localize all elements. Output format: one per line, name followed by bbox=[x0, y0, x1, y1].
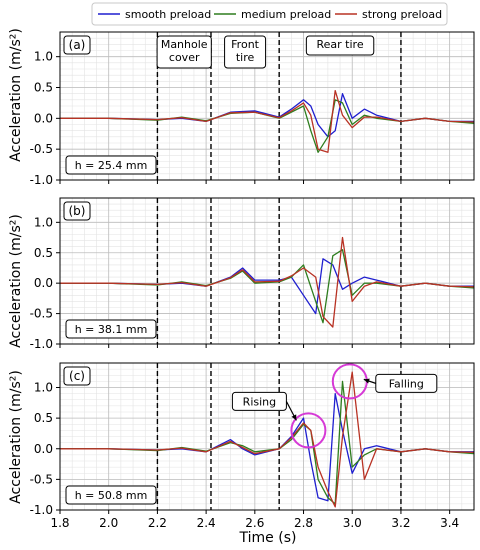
x-tick-label: 2.6 bbox=[245, 516, 264, 530]
x-tick-label: 2.4 bbox=[197, 516, 216, 530]
axes-frame bbox=[59, 31, 475, 181]
y-tick-label: 0.0 bbox=[34, 276, 53, 290]
region-label: Rear tire bbox=[317, 38, 364, 51]
region-label-box bbox=[156, 35, 212, 69]
x-axis-label: Time (s) bbox=[239, 530, 297, 546]
panels: -1.0 -0.5 0.0 0.5 1.0 (a) h = 25.4 mm Manholeco… bbox=[30, 31, 475, 530]
y-tick-label: -1.0 bbox=[30, 503, 53, 517]
y-tick-label: -1.0 bbox=[30, 173, 53, 187]
y-tick-label: -1.0 bbox=[30, 337, 53, 351]
y-tick-label: -0.5 bbox=[30, 307, 53, 321]
y-tick-label: -0.5 bbox=[30, 142, 53, 156]
region-label: Manhole bbox=[161, 38, 208, 51]
region-label: cover bbox=[169, 51, 200, 64]
panel: -1.0 -0.5 0.0 0.5 1.0 1.8 2.0 2.2 2.4 2.6 2.8 3.0 3.… bbox=[30, 362, 475, 530]
panel-label-box bbox=[63, 366, 91, 386]
y-tick-label: 0.5 bbox=[34, 411, 53, 425]
y-tick-label: 0.0 bbox=[34, 442, 53, 456]
y-axis-label: Acceleration (m/s²) bbox=[8, 214, 24, 348]
height-note: h = 38.1 mm bbox=[75, 323, 148, 336]
y-tick-label: 0.5 bbox=[34, 81, 53, 95]
height-note-box bbox=[65, 155, 157, 175]
y-tick-label: 1.0 bbox=[34, 381, 53, 395]
legend-entry: smooth preload bbox=[125, 8, 211, 21]
x-tick-label: 2.8 bbox=[294, 516, 313, 530]
height-note-box bbox=[65, 485, 157, 505]
region-label-box bbox=[305, 35, 375, 56]
y-tick-label: -0.5 bbox=[30, 472, 53, 486]
annotation-label: Falling bbox=[389, 377, 424, 390]
region-label: Front bbox=[231, 38, 260, 51]
panel-label-box bbox=[63, 35, 91, 55]
x-tick-label: 2.0 bbox=[99, 516, 118, 530]
y-axis-label: Acceleration (m/s²) bbox=[8, 28, 24, 162]
series-line bbox=[60, 236, 475, 328]
y-tick-label: 1.0 bbox=[34, 215, 53, 229]
panel: -1.0 -0.5 0.0 0.5 1.0 (a) h = 25.4 mm Manholeco… bbox=[30, 31, 475, 187]
highlight-circle bbox=[290, 412, 327, 449]
height-note: h = 25.4 mm bbox=[75, 159, 148, 172]
region-label-box bbox=[224, 35, 267, 69]
legend: smooth preload medium preload strong prelo… bbox=[91, 2, 448, 26]
annotation-arrowhead bbox=[291, 414, 297, 421]
x-tick-label: 3.4 bbox=[440, 516, 459, 530]
x-tick-label: 3.0 bbox=[343, 516, 362, 530]
x-tick-label: 1.8 bbox=[50, 516, 69, 530]
annotation-arrowhead bbox=[363, 378, 370, 384]
panel-label: (a) bbox=[69, 38, 86, 52]
legend-entry: medium preload bbox=[241, 8, 331, 21]
panel-label: (b) bbox=[69, 204, 86, 218]
y-tick-label: 0.0 bbox=[34, 111, 53, 125]
y-tick-label: 0.5 bbox=[34, 246, 53, 260]
legend-box bbox=[91, 2, 448, 26]
height-note: h = 50.8 mm bbox=[75, 489, 148, 502]
height-note-box bbox=[65, 319, 157, 339]
panel: -1.0 -0.5 0.0 0.5 1.0 (b) h = 38.1 mm bbox=[30, 197, 475, 351]
x-tick-label: 3.2 bbox=[391, 516, 410, 530]
panel-label: (c) bbox=[69, 369, 85, 383]
y-tick-label: 1.0 bbox=[34, 50, 53, 64]
axes-frame bbox=[59, 197, 475, 345]
x-tick-label: 2.2 bbox=[148, 516, 167, 530]
region-label: tire bbox=[236, 51, 255, 64]
y-axis-label: Acceleration (m/s²) bbox=[8, 370, 24, 504]
legend-entry: strong preload bbox=[362, 8, 442, 21]
annotation-label: Rising bbox=[243, 395, 276, 408]
axes-frame bbox=[59, 362, 475, 511]
series-line bbox=[60, 371, 475, 508]
panel-label-box bbox=[63, 201, 91, 221]
series-line bbox=[60, 89, 475, 153]
